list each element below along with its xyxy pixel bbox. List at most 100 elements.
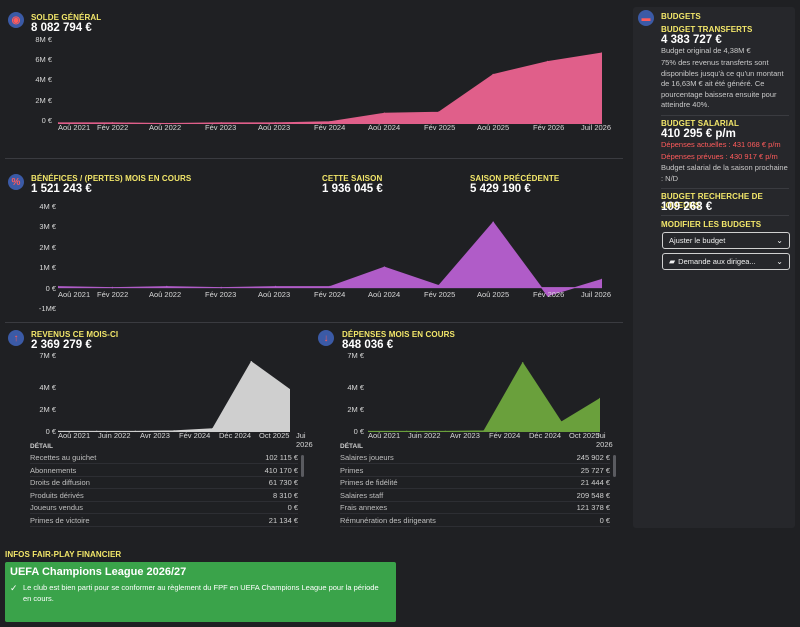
expenses-detail-row[interactable]: Primes de fidélité 21 444 €: [340, 477, 610, 489]
balance-chart: [58, 52, 602, 124]
expenses-series-area: [368, 361, 600, 432]
expenses-detail-row[interactable]: Salaires joueurs 245 902 €: [340, 452, 610, 464]
profit-data-point[interactable]: [601, 278, 602, 281]
revenue-detail-row[interactable]: Recettes au guichet 102 115 €: [30, 452, 298, 464]
expenses-detail-value: 209 548 €: [576, 490, 610, 500]
balance-data-point[interactable]: [492, 73, 495, 76]
expenses-detail-row[interactable]: Salaires staff 209 548 €: [340, 490, 610, 502]
revenue-series-area: [58, 361, 290, 432]
revenue-data-point[interactable]: [95, 430, 98, 432]
balance-data-point[interactable]: [546, 60, 549, 63]
season-value: 1 936 045 €: [322, 183, 383, 195]
balance-title: SOLDE GÉNÉRAL: [31, 13, 102, 22]
revenue-detail-row[interactable]: Abonnements 410 170 €: [30, 465, 298, 477]
revenue-data-point[interactable]: [250, 361, 253, 363]
profit-data-point[interactable]: [383, 266, 386, 268]
expenses-detail-value: 121 378 €: [576, 503, 610, 512]
transfer-budget-value: 4 383 727 €: [661, 34, 722, 46]
balance-data-point[interactable]: [383, 112, 386, 115]
profit-value: 1 521 243 €: [31, 183, 92, 195]
profit-xtick: Fév 2024: [314, 290, 346, 299]
expenses-detail-row[interactable]: Frais annexes 121 378 €: [340, 502, 610, 514]
expenses-detail-value: 245 902 €: [576, 453, 610, 462]
expenses-xtick: Fév 2024: [489, 431, 521, 440]
revenue-data-point[interactable]: [134, 430, 137, 432]
arrow-up-icon: ↑: [8, 330, 24, 346]
balance-data-point[interactable]: [220, 122, 222, 124]
expenses-detail-label: Salaires staff: [340, 490, 384, 500]
revenue-xtick: Juin 2022: [98, 431, 131, 440]
expenses-scrollbar[interactable]: [613, 455, 616, 477]
revenue-data-point[interactable]: [58, 430, 59, 432]
profit-data-point[interactable]: [220, 286, 222, 289]
profit-data-point[interactable]: [166, 285, 168, 288]
expenses-data-point[interactable]: [599, 397, 600, 400]
balance-xtick: Fév 2022: [97, 123, 129, 132]
expenses-value: 848 036 €: [342, 339, 394, 351]
revenue-detail-label: Recettes au guichet: [30, 453, 97, 462]
transfer-note: 75% des revenus transferts sont disponib…: [661, 58, 784, 109]
balance-xtick: Aoû 2024: [368, 123, 401, 132]
revenue-detail-value: 21 134 €: [268, 515, 298, 525]
expenses-data-point[interactable]: [483, 430, 485, 432]
profit-ytick: 2M €: [39, 243, 56, 252]
expenses-data-point[interactable]: [560, 421, 563, 423]
revenue-scrollbar[interactable]: [301, 455, 304, 477]
revenue-ytick: 2M €: [39, 405, 56, 414]
expenses-chart: [368, 361, 600, 432]
profit-data-point[interactable]: [111, 286, 114, 289]
balance-data-point[interactable]: [274, 122, 277, 124]
profit-data-point[interactable]: [274, 285, 277, 288]
profit-title: BÉNÉFICES / (PERTES) MOIS EN COURS: [31, 174, 192, 183]
expenses-data-point[interactable]: [405, 430, 408, 432]
arrow-down-icon: ↓: [318, 330, 334, 346]
request-board-button[interactable]: ▰ Demande aux dirigea... ⌄: [662, 253, 790, 270]
revenue-ytick: 4M €: [39, 383, 56, 392]
percent-icon: %: [8, 174, 24, 190]
profit-xtick: Aoû 2023: [258, 290, 291, 299]
expenses-detail-label: Frais annexes: [340, 503, 388, 512]
chevron-down-icon: ⌄: [776, 257, 783, 266]
revenue-detail-value: 0 €: [287, 503, 298, 512]
revenue-data-point[interactable]: [173, 430, 175, 432]
expenses-data-point[interactable]: [368, 430, 369, 432]
balance-data-point[interactable]: [166, 122, 168, 124]
profit-data-point[interactable]: [546, 295, 549, 297]
revenue-ytick: 7M €: [39, 351, 56, 360]
expenses-xtick: Oct 2025: [569, 431, 600, 440]
balance-data-point[interactable]: [438, 111, 440, 113]
ffp-message: Le club est bien parti pour se conformer…: [23, 583, 379, 603]
expenses-detail-row[interactable]: Primes 25 727 €: [340, 465, 610, 477]
profit-data-point[interactable]: [58, 285, 59, 288]
revenue-xtick: Oct 2025: [259, 431, 290, 440]
revenue-detail-row[interactable]: Joueurs vendus 0 €: [30, 502, 298, 514]
wage-budget-title: BUDGET SALARIAL: [661, 119, 739, 128]
balance-data-point[interactable]: [58, 122, 59, 124]
adjust-budget-button[interactable]: Ajuster le budget ⌄: [662, 232, 790, 249]
divider: [661, 188, 789, 189]
expenses-detail-value: 25 727 €: [580, 465, 610, 475]
profit-data-point[interactable]: [438, 284, 440, 287]
expenses-detail-value: 0 €: [599, 515, 610, 525]
revenue-detail-row[interactable]: Droits de diffusion 61 730 €: [30, 477, 298, 489]
revenue-detail-row[interactable]: Produits dérivés 8 310 €: [30, 490, 298, 502]
profit-xtick: Fév 2026: [533, 290, 565, 299]
balance-data-point[interactable]: [601, 52, 602, 54]
revenue-data-point[interactable]: [211, 427, 214, 430]
expenses-data-point[interactable]: [444, 430, 447, 432]
revenue-title: REVENUS CE MOIS-CI: [31, 330, 119, 339]
revenue-detail-value: 410 170 €: [264, 465, 298, 475]
expenses-ytick: 7M €: [347, 351, 364, 360]
revenue-detail-row[interactable]: Primes de victoire 21 134 €: [30, 515, 298, 527]
balance-data-point[interactable]: [111, 122, 114, 124]
revenue-detail-title: DÉTAIL: [30, 443, 53, 450]
balance-xtick: Aoû 2025: [477, 123, 510, 132]
expenses-data-point[interactable]: [521, 362, 524, 364]
profit-data-point[interactable]: [329, 285, 331, 288]
balance-data-point[interactable]: [329, 121, 331, 123]
expenses-detail-row[interactable]: Rémunération des dirigeants 0 €: [340, 515, 610, 527]
profit-data-point[interactable]: [492, 221, 495, 224]
revenue-data-point[interactable]: [289, 388, 290, 391]
profit-xtick: Juil 2026: [581, 290, 612, 299]
profit-xtick: Fév 2022: [97, 290, 129, 299]
